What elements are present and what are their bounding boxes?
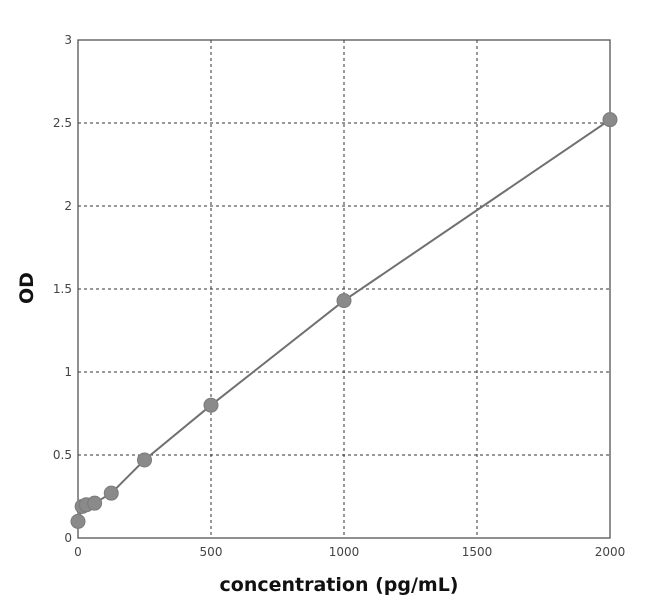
x-tick-label: 0 (74, 545, 82, 559)
data-point (203, 397, 219, 413)
y-tick-label: 2.5 (53, 116, 72, 130)
data-point (336, 293, 352, 309)
y-tick-label: 0.5 (53, 448, 72, 462)
x-tick-label: 1500 (462, 545, 493, 559)
x-tick-label: 1000 (329, 545, 360, 559)
data-point (103, 485, 119, 501)
x-axis-label: concentration (pg/mL) (220, 574, 459, 596)
data-point (137, 452, 152, 468)
plot-frame (77, 39, 611, 539)
data-point (70, 513, 86, 529)
data-point (87, 495, 103, 511)
tick-labels: 0 500 1000 1500 2000 0 0.5 1 1.5 2 2.5 3 (53, 33, 625, 559)
data-points (70, 112, 618, 529)
y-tick-label: 1.5 (53, 282, 72, 296)
data-point (602, 112, 618, 128)
y-tick-label: 1 (64, 365, 72, 379)
y-tick-label: 3 (64, 33, 72, 47)
x-tick-label: 500 (200, 545, 223, 559)
y-tick-label: 2 (64, 199, 72, 213)
x-tick-label: 2000 (595, 545, 626, 559)
grid-lines (78, 40, 610, 538)
y-tick-label: 0 (64, 531, 72, 545)
y-axis-label: OD (16, 272, 38, 304)
